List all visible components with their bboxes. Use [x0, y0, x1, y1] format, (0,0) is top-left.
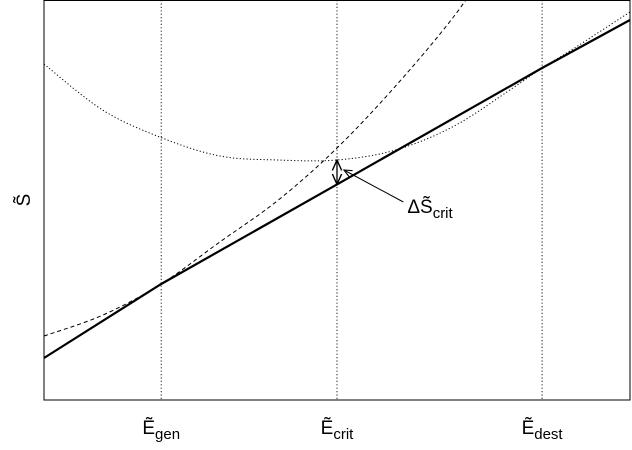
x-tick-label-crit: Ẽcrit [321, 417, 355, 443]
series-line-dashed [44, 0, 467, 337]
x-tick-label-gen: Ẽgen [142, 417, 180, 443]
x-tick-label-dest: Ẽdest [522, 417, 564, 443]
y-axis-label: S̃ [13, 194, 35, 207]
series-line-solid-thick [44, 19, 630, 359]
annotation-pointer [344, 170, 404, 203]
axes-frame [43, 0, 631, 401]
series-line-dotted [44, 11, 630, 162]
annotation-label-delta-s-crit: ΔS̃crit [407, 196, 453, 222]
